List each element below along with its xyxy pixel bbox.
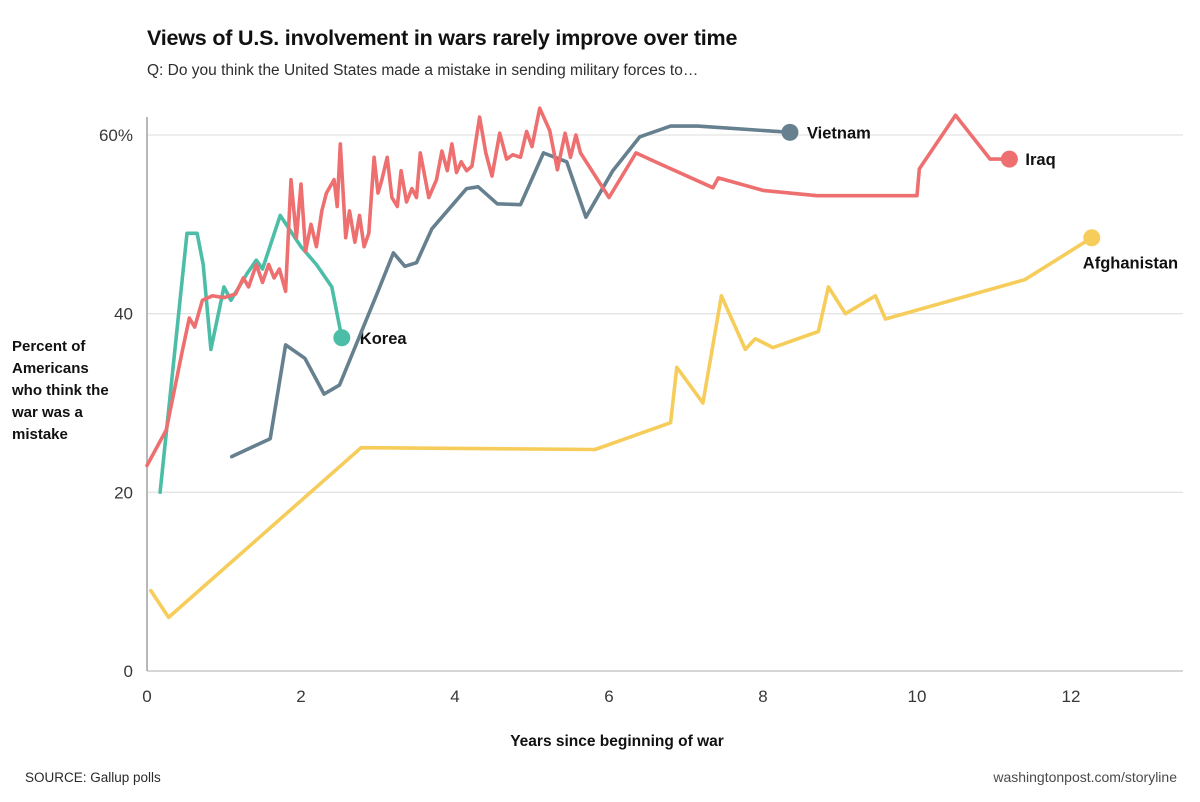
- series-label-vietnam: Vietnam: [807, 124, 871, 142]
- x-axis-title: Years since beginning of war: [510, 733, 724, 750]
- x-tick-label: 10: [908, 687, 927, 706]
- line-afghanistan: [149, 235, 1094, 620]
- series-label-iraq: Iraq: [1025, 151, 1055, 169]
- endpoint-dot-iraq: [1000, 150, 1018, 168]
- chart-title: Views of U.S. involvement in wars rarely…: [147, 26, 738, 50]
- y-tick-label: 20: [114, 483, 133, 502]
- source-note: SOURCE: Gallup polls: [25, 770, 161, 785]
- chart-subtitle: Q: Do you think the United States made a…: [147, 62, 699, 79]
- x-tick-label: 4: [450, 687, 459, 706]
- series-label-korea: Korea: [360, 330, 408, 348]
- x-tick-label: 12: [1062, 687, 1081, 706]
- x-tick-label: 0: [142, 687, 151, 706]
- endpoint-dot-afghanistan: [1083, 229, 1101, 247]
- line-iraq: [145, 106, 1012, 468]
- site-attribution: washingtonpost.com/storyline: [993, 769, 1177, 785]
- line-vietnam: [229, 124, 792, 459]
- x-tick-label: 2: [296, 687, 305, 706]
- endpoint-dot-vietnam: [781, 123, 799, 141]
- y-tick-label: 60%: [99, 126, 133, 145]
- y-axis-title: Percent of Americans who think the war w…: [12, 338, 109, 443]
- x-tick-label: 8: [758, 687, 767, 706]
- y-tick-label: 40: [114, 305, 133, 324]
- series-label-afghanistan: Afghanistan: [1083, 255, 1178, 273]
- x-tick-label: 6: [604, 687, 613, 706]
- y-tick-label: 0: [124, 662, 133, 681]
- endpoint-dot-korea: [333, 329, 351, 347]
- line-korea: [158, 213, 344, 495]
